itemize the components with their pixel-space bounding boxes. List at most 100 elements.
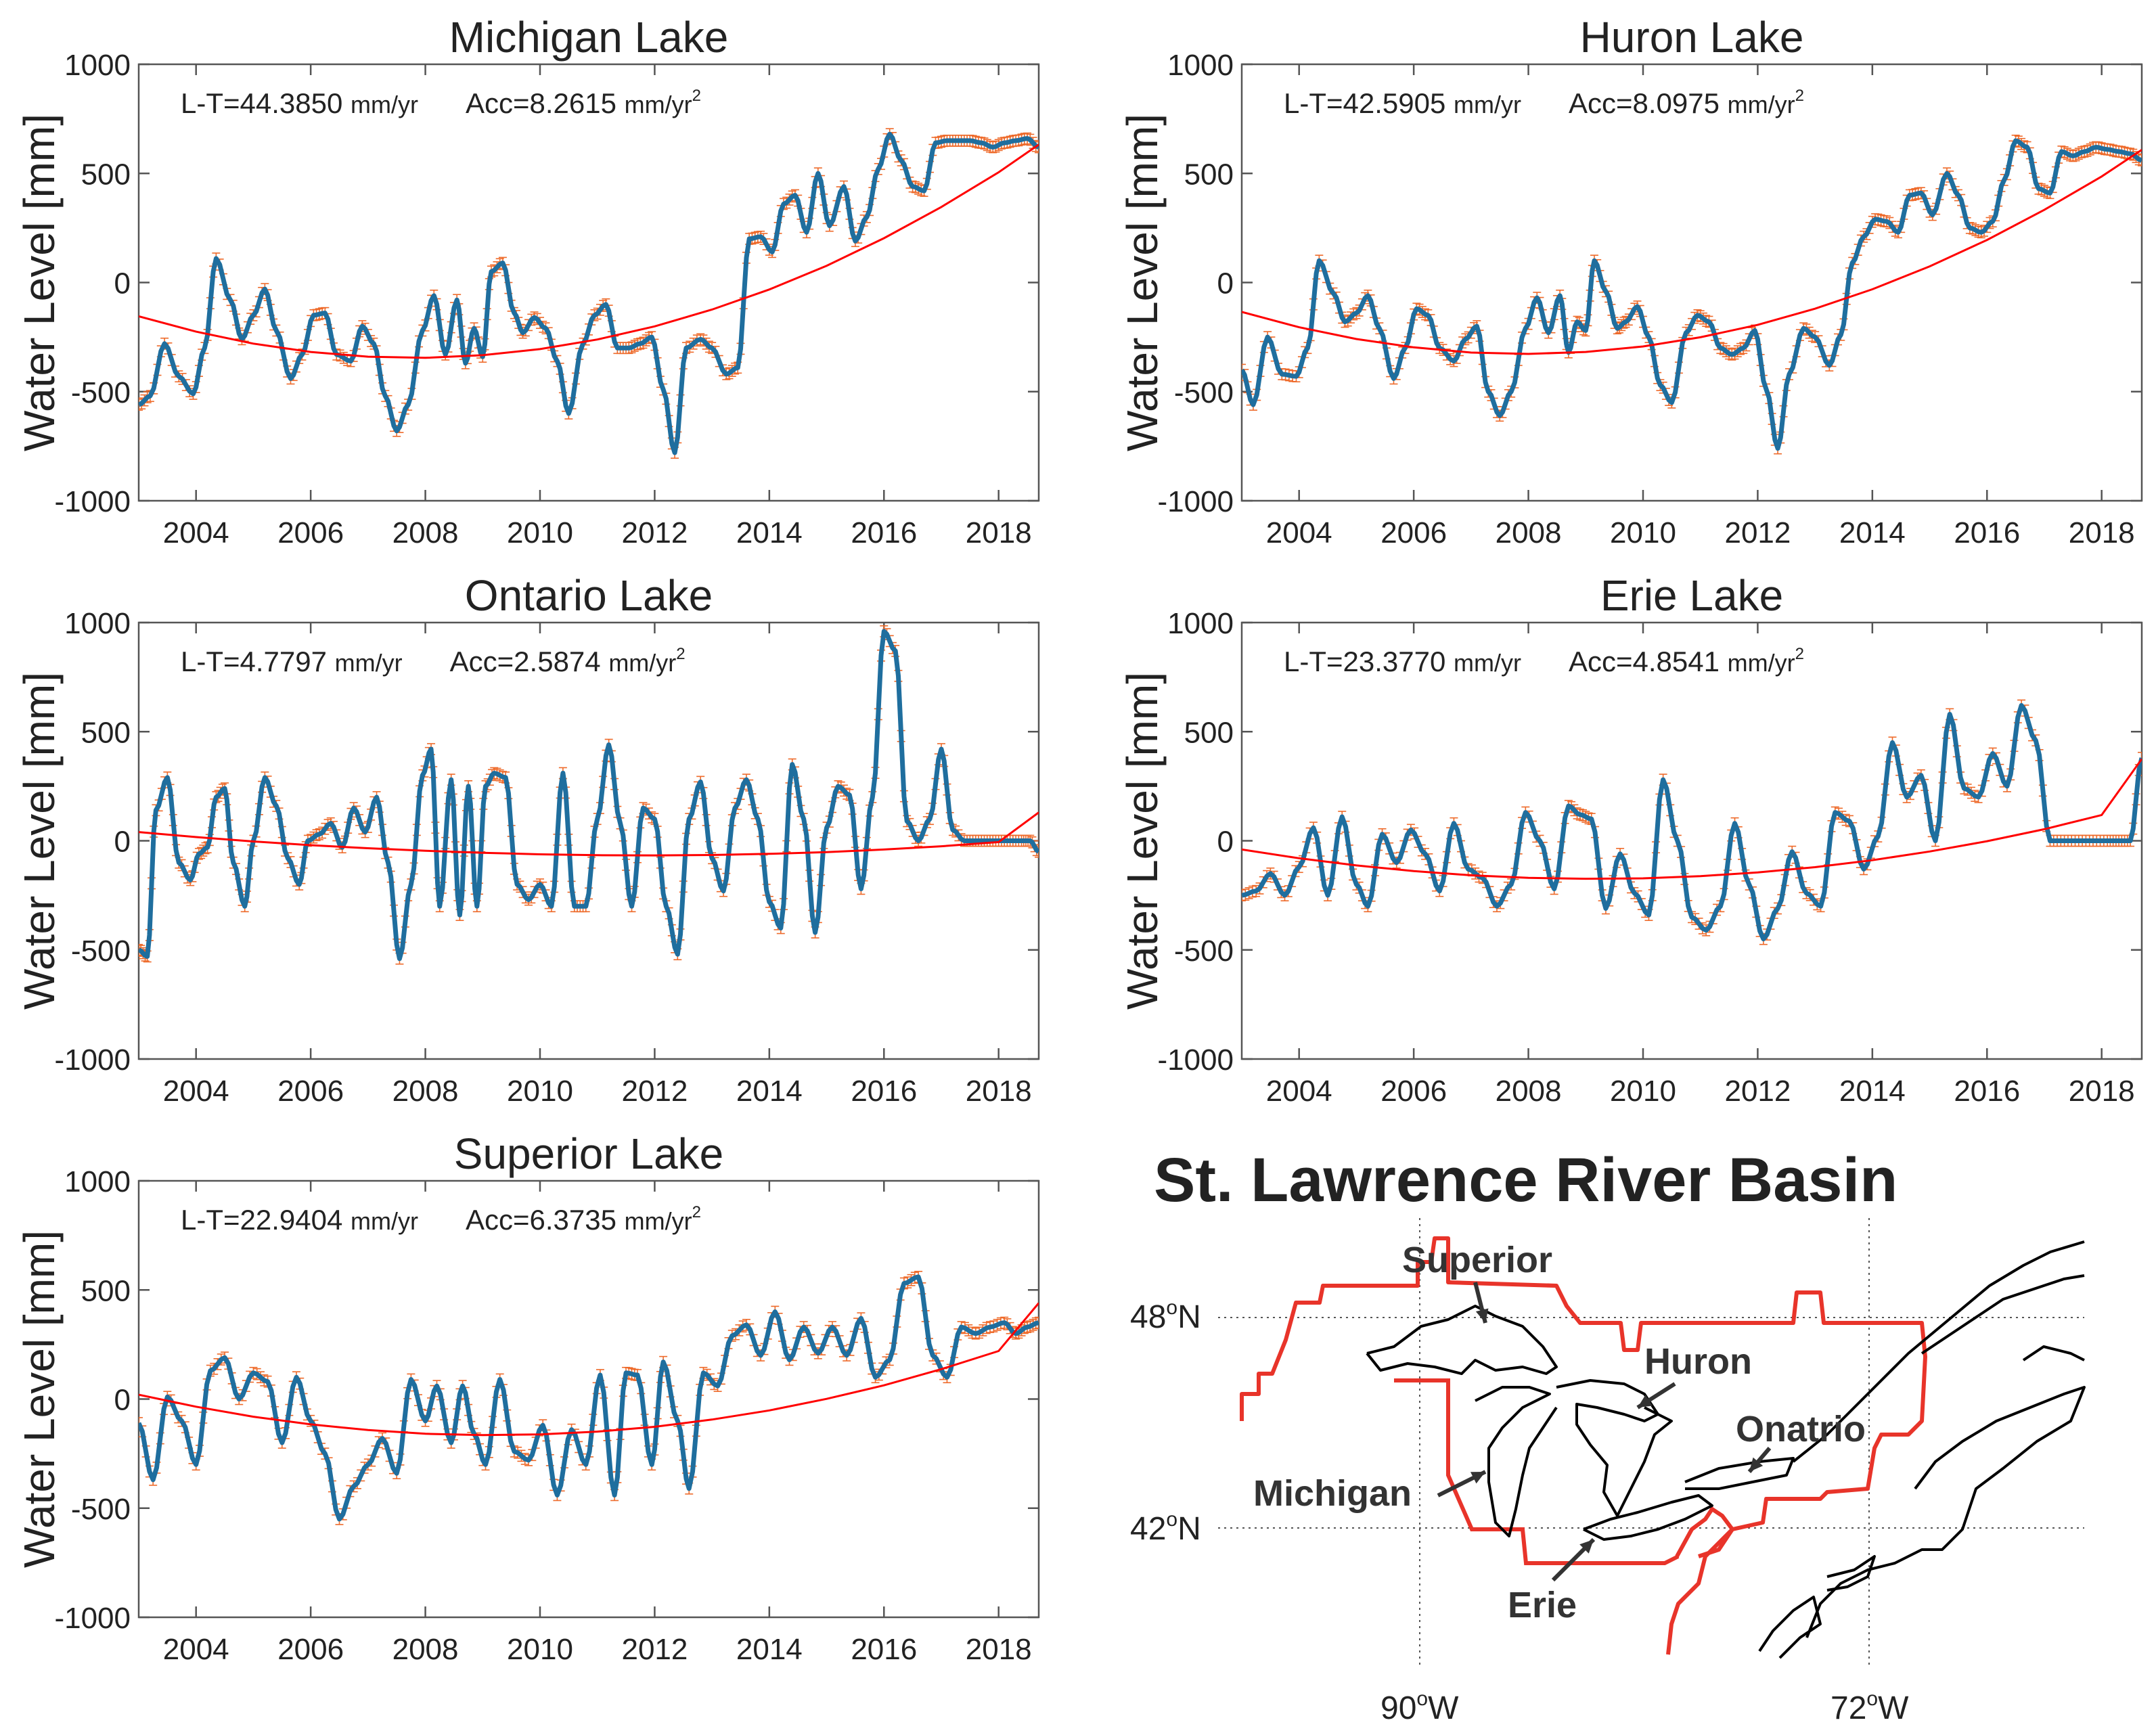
- y-tick-label: 0: [114, 267, 131, 300]
- y-tick-label: -500: [71, 935, 131, 968]
- x-tick-label: 2014: [1839, 1075, 1906, 1108]
- y-tick-label: 0: [1217, 826, 1234, 859]
- x-tick-label: 2016: [1954, 516, 2020, 549]
- y-tick-label: 0: [1217, 267, 1234, 300]
- arrow-head-icon: [1749, 1457, 1764, 1472]
- y-tick-label: 1000: [64, 49, 131, 82]
- acc-value: Acc=8.0975: [1569, 87, 1728, 119]
- acc-value: Acc=8.2615: [466, 87, 625, 119]
- x-tick-label: 2006: [1380, 516, 1447, 549]
- trend-annotation: L-T=42.5905 mm/yr Acc=8.0975 mm/yr2: [1284, 87, 1804, 119]
- gulf-coast: [1921, 1274, 2085, 1355]
- lt-value: L-T=44.3850: [181, 87, 351, 119]
- lake-huron-outline: [1556, 1379, 1673, 1517]
- y-axis-label: Water Level [mm]: [15, 114, 64, 451]
- map-title: St. Lawrence River Basin: [1154, 1146, 1897, 1215]
- lake-label-superior: Superior: [1402, 1240, 1552, 1280]
- trend-annotation: L-T=44.3850 mm/yr Acc=8.2615 mm/yr2: [181, 87, 701, 119]
- lt-unit: mm/yr: [351, 1207, 418, 1235]
- lt-value: L-T=23.3770: [1284, 646, 1454, 677]
- y-tick-label: 1000: [64, 1165, 131, 1198]
- lt-unit: mm/yr: [335, 649, 403, 677]
- y-tick-label: 500: [81, 716, 131, 749]
- plot-area: [137, 63, 1040, 502]
- acc-unit: mm/yr: [625, 1207, 692, 1235]
- lt-value: L-T=22.9404: [181, 1204, 351, 1236]
- acc-unit-exponent: 2: [692, 1203, 701, 1221]
- latitude-label: 42oN: [1130, 1508, 1201, 1547]
- plot-area: [1240, 63, 2143, 502]
- x-tick-label: 2018: [966, 516, 1032, 549]
- quadratic-fit-line: [139, 811, 1039, 857]
- x-tick-label: 2006: [1380, 1075, 1447, 1108]
- north-coast: [2022, 1345, 2085, 1361]
- x-tick-label: 2004: [163, 516, 229, 549]
- arrow-head-icon: [1475, 1308, 1489, 1323]
- x-tick-label: 2012: [621, 516, 688, 549]
- water-level-series: [139, 1274, 1039, 1522]
- quadratic-fit-line: [139, 1302, 1039, 1437]
- x-tick-label: 2018: [966, 1633, 1032, 1666]
- x-tick-label: 2004: [1266, 516, 1332, 549]
- x-tick-label: 2008: [392, 1075, 459, 1108]
- y-tick-label: 1000: [1167, 49, 1234, 82]
- basin-boundary-inner: [1394, 1378, 1680, 1565]
- chart-title: Michigan Lake: [449, 13, 729, 62]
- x-tick-label: 2014: [736, 1075, 803, 1108]
- basin-boundary-outlet: [1675, 1506, 1735, 1558]
- lt-unit: mm/yr: [1454, 649, 1521, 677]
- water-level-series: [139, 131, 1039, 455]
- acc-value: Acc=6.3735: [466, 1204, 625, 1236]
- y-tick-label: 1000: [64, 607, 131, 640]
- x-tick-label: 2006: [277, 1633, 344, 1666]
- y-tick-label: -1000: [54, 485, 131, 518]
- y-tick-label: -1000: [54, 1043, 131, 1077]
- plot-marks: [139, 625, 1039, 965]
- latitude-label: 48oN: [1130, 1297, 1201, 1335]
- x-tick-label: 2010: [1610, 1075, 1676, 1108]
- trend-annotation: L-T=22.9404 mm/yr Acc=6.3735 mm/yr2: [181, 1203, 701, 1236]
- y-tick-label: 1000: [1167, 607, 1234, 640]
- plot-marks: [1242, 135, 2142, 455]
- x-tick-label: 2014: [736, 1633, 803, 1666]
- panel-erie-lake: Erie Lake Water Level [mm] -1000 -500 0 500 10…: [1118, 571, 2143, 1108]
- water-level-series: [1242, 138, 2142, 451]
- y-axis-label: Water Level [mm]: [1118, 672, 1167, 1010]
- x-tick-label: 2010: [1610, 516, 1676, 549]
- arrow-head-icon: [1638, 1395, 1653, 1408]
- plot-marks: [139, 128, 1039, 459]
- acc-value: Acc=2.5874: [450, 646, 609, 677]
- y-tick-label: 0: [114, 826, 131, 859]
- acc-unit-exponent: 2: [692, 87, 701, 105]
- x-tick-label: 2014: [736, 516, 803, 549]
- chart-title: Ontario Lake: [465, 571, 713, 620]
- acc-unit: mm/yr: [1728, 91, 1795, 118]
- y-tick-label: -1000: [1157, 1043, 1234, 1077]
- basin-boundary: [1240, 1236, 1927, 1655]
- y-tick-label: -1000: [1157, 485, 1234, 518]
- lake-label-erie: Erie: [1508, 1585, 1577, 1625]
- panel-superior-lake: Superior Lake Water Level [mm] -1000 -500 0 5…: [15, 1129, 1040, 1666]
- lake-erie-outline: [1583, 1494, 1713, 1541]
- x-tick-label: 2010: [507, 1633, 573, 1666]
- st-lawrence-coast: [1792, 1240, 2085, 1463]
- acc-unit-exponent: 2: [676, 645, 685, 663]
- water-level-series: [139, 629, 1039, 962]
- y-axis-label: Water Level [mm]: [1118, 114, 1167, 451]
- acc-unit: mm/yr: [608, 649, 676, 677]
- maritime-coast: [1805, 1386, 2086, 1638]
- x-tick-label: 2006: [277, 516, 344, 549]
- lake-label-onatrio: Onatrio: [1736, 1409, 1866, 1449]
- acc-unit-exponent: 2: [1795, 645, 1804, 663]
- lake-label-huron: Huron: [1644, 1341, 1752, 1382]
- panel-huron-lake: Huron Lake Water Level [mm] -1000 -500 0 500 1…: [1118, 13, 2143, 549]
- acc-unit-exponent: 2: [1795, 87, 1804, 105]
- panel-ontario-lake: Ontario Lake Water Level [mm] -1000 -500 0 50…: [15, 571, 1040, 1108]
- y-tick-label: -500: [1174, 376, 1234, 409]
- acc-unit: mm/yr: [625, 91, 692, 118]
- y-tick-label: 500: [81, 1274, 131, 1307]
- y-tick-label: -500: [71, 376, 131, 409]
- trend-annotation: L-T=4.7797 mm/yr Acc=2.5874 mm/yr2: [181, 645, 686, 677]
- lake-michigan-outline: [1475, 1386, 1558, 1537]
